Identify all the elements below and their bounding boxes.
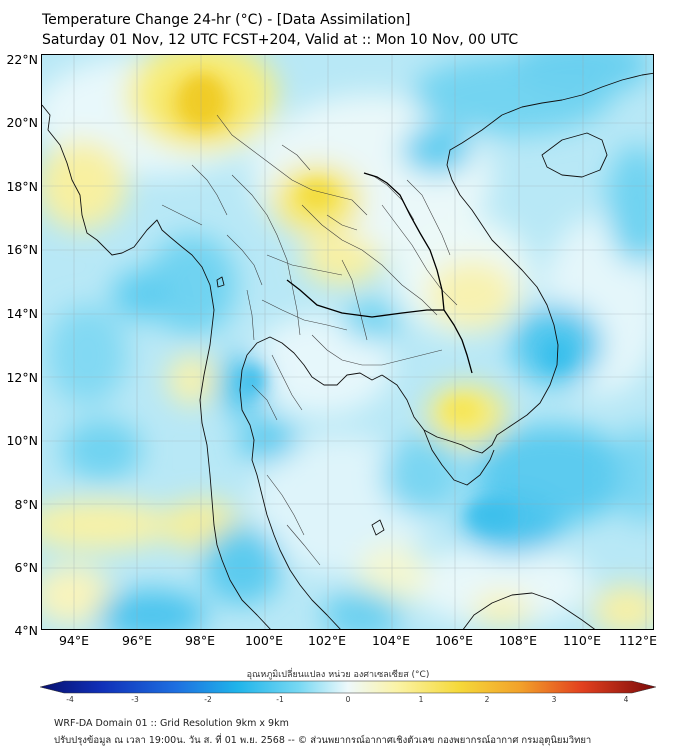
lon-label-100e: 100°E [244,633,283,648]
lat-label-20n: 20°N [6,115,38,130]
colorbar-tick: 1 [418,695,424,704]
lon-label-96e: 96°E [121,633,153,648]
lon-label-112e: 112°E [618,633,657,648]
lon-label-104e: 104°E [371,633,410,648]
coastlines [42,72,653,629]
colorbar-title: อุณหภูมิเปลี่ยนแปลง หน่วย องศาเซลเซียส (… [246,670,430,680]
colorbar-tick: 4 [623,695,629,704]
colorbar-tick: -4 [66,695,74,704]
lat-label-8n: 8°N [14,497,38,512]
colorbar-tick: -2 [204,695,212,704]
title-line-2: Saturday 01 Nov, 12 UTC FCST+204, Valid … [42,32,519,48]
lat-label-6n: 6°N [14,560,38,575]
lon-label-110e: 110°E [562,633,601,648]
temperature-field-detail [182,75,572,530]
title-line-1: Temperature Change 24-hr (°C) - [Data As… [42,12,411,28]
lat-label-18n: 18°N [6,179,38,194]
lat-label-10n: 10°N [6,433,38,448]
colorbar-tick: 3 [551,695,557,704]
map-title: Temperature Change 24-hr (°C) - [Data As… [42,10,518,50]
country-borders [286,172,473,374]
footer-model-info: WRF-DA Domain 01 :: Grid Resolution 9km … [54,718,289,729]
lat-label-16n: 16°N [6,242,38,257]
lat-label-22n: 22°N [6,52,38,67]
lat-label-4n: 4°N [14,623,38,638]
graticule [42,55,653,629]
colorbar-tick: -3 [131,695,139,704]
footer-credit: ปรับปรุงข้อมูล ณ เวลา 19:00น. วัน ส. ที่… [54,735,592,746]
lon-label-108e: 108°E [498,633,537,648]
lat-label-14n: 14°N [6,306,38,321]
colorbar-tick: 0 [345,695,351,704]
map-canvas [42,55,653,629]
lon-label-98e: 98°E [184,633,216,648]
lon-label-102e: 102°E [307,633,346,648]
lat-label-12n: 12°N [6,370,38,385]
colorbar-tick: -1 [276,695,284,704]
colorbar-tick: 2 [484,695,490,704]
province-borders [161,114,458,566]
colorbar [40,680,656,694]
temperature-change-map [41,54,654,630]
lon-label-106e: 106°E [434,633,473,648]
lon-label-94e: 94°E [58,633,90,648]
